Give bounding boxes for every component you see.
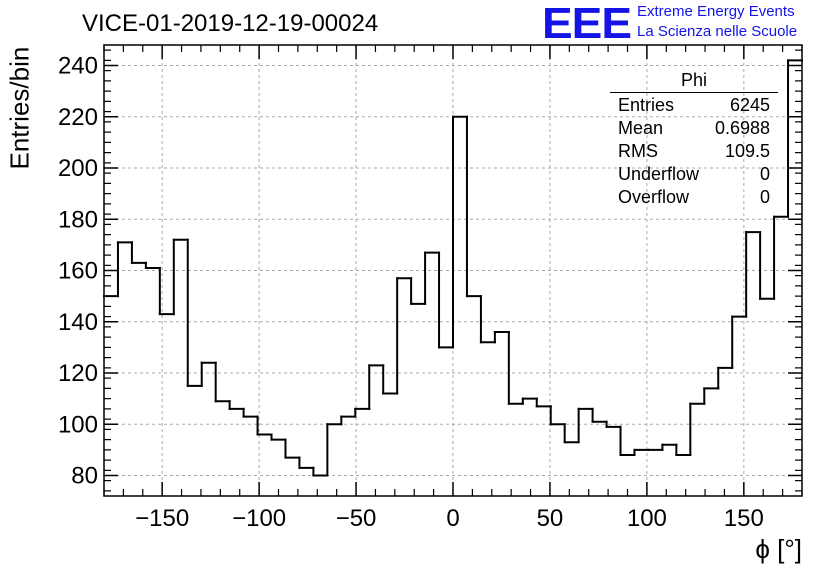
stats-value: 0.6988 (714, 118, 770, 138)
stats-value: 0 (759, 164, 770, 184)
axis-tick-labels: −150 −100 −50 0 50 100 150 80 100 120 140 160 180 200… (58, 53, 764, 533)
stats-row-rms: RMS 109.5 (610, 140, 778, 163)
logo-caption-line2: La Scienza nelle Scuole (637, 23, 798, 40)
y-tick-label: 160 (58, 258, 98, 285)
histogram-bin (200, 361, 217, 387)
logo-caption-line1: Extreme Energy Events (637, 3, 795, 20)
x-tick-label: 0 (446, 505, 459, 532)
stats-row-underflow: Underflow 0 (610, 163, 778, 186)
x-tick-label: −100 (232, 505, 286, 532)
stats-value: 0 (759, 187, 770, 207)
stats-row-overflow: Overflow 0 (610, 186, 778, 209)
histogram-bin (326, 423, 343, 477)
histogram-bin (661, 443, 678, 451)
stats-box: Phi Entries 6245 Mean 0.6988 RMS 109.5 U… (610, 70, 778, 209)
x-tick-label: 50 (537, 505, 564, 532)
histogram-bin (186, 238, 203, 387)
y-axis-label: Entries/bin (4, 46, 35, 170)
x-tick-label: 150 (724, 505, 764, 532)
histogram-bin (731, 315, 748, 369)
histogram-bin (479, 295, 496, 344)
y-tick-label: 80 (71, 463, 98, 490)
y-tick-label: 200 (58, 155, 98, 182)
histogram-bin (591, 407, 608, 423)
histogram-bin (619, 425, 636, 456)
histogram-bin (354, 407, 371, 418)
x-tick-label: 100 (627, 505, 667, 532)
histogram-bin (256, 415, 273, 436)
stats-value: 109.5 (724, 141, 770, 161)
histogram-series (103, 59, 803, 477)
eee-logo: EEE (542, 0, 632, 48)
stats-value: 6245 (729, 95, 770, 115)
histogram-bin (158, 266, 175, 316)
axis-ticks (103, 45, 803, 496)
histogram-bin (298, 456, 315, 469)
histogram-bin (689, 402, 706, 456)
y-tick-label: 220 (58, 104, 98, 131)
histogram-bin (144, 261, 161, 269)
stats-row-entries: Entries 6245 (610, 94, 778, 117)
stats-label: Underflow (618, 164, 700, 184)
histogram-bin (563, 423, 580, 444)
y-tick-label: 100 (58, 411, 98, 438)
histogram-bin (717, 366, 734, 390)
histogram-bin (172, 238, 189, 316)
histogram-bin (438, 251, 454, 349)
histogram-bin (270, 433, 287, 441)
histogram-bin (521, 397, 538, 405)
histogram-bin (745, 231, 762, 318)
histogram-bin (284, 438, 301, 459)
y-tick-label: 120 (58, 360, 98, 387)
stats-label: Mean (618, 118, 664, 138)
logo-caption: Extreme Energy Events La Scienza nelle S… (637, 2, 797, 42)
x-tick-label: −150 (135, 505, 189, 532)
histogram-bin (452, 115, 468, 349)
histogram-bin (396, 277, 413, 395)
histogram-bin (577, 407, 594, 444)
stats-label: Entries (618, 95, 675, 115)
histogram-bin (759, 231, 776, 300)
histogram-bin (130, 241, 147, 264)
histogram-bin (242, 407, 259, 418)
y-tick-label: 240 (58, 53, 98, 80)
histogram-bin (368, 364, 385, 410)
histogram-bin (465, 115, 482, 298)
histogram-bin (549, 405, 566, 426)
stats-title: Phi (610, 70, 778, 93)
chart-title: VICE-01-2019-12-19-00024 (82, 10, 379, 37)
stats-row-mean: Mean 0.6988 (610, 117, 778, 140)
histogram-bin (773, 215, 790, 300)
histogram-bin (340, 415, 357, 426)
histogram-bin (675, 443, 692, 456)
histogram-bin (535, 397, 552, 408)
histogram-bin (507, 331, 524, 405)
histogram-bin (703, 387, 720, 405)
histogram-bin (228, 400, 245, 410)
histogram-bin (410, 277, 427, 305)
stats-label: RMS (618, 141, 658, 161)
histogram-bin (605, 420, 622, 428)
y-tick-label: 140 (58, 309, 98, 336)
histogram-bin (116, 241, 133, 298)
y-tick-label: 180 (58, 206, 98, 233)
x-axis-label: ϕ [°] (755, 534, 802, 564)
stats-label: Overflow (618, 187, 690, 207)
histogram-bin (493, 331, 510, 344)
x-tick-label: −50 (336, 505, 377, 532)
histogram-bin (312, 466, 329, 477)
histogram-bin (214, 361, 231, 403)
histogram-bin (633, 448, 650, 456)
histogram-bin (424, 251, 441, 305)
histogram-bin (382, 364, 399, 395)
